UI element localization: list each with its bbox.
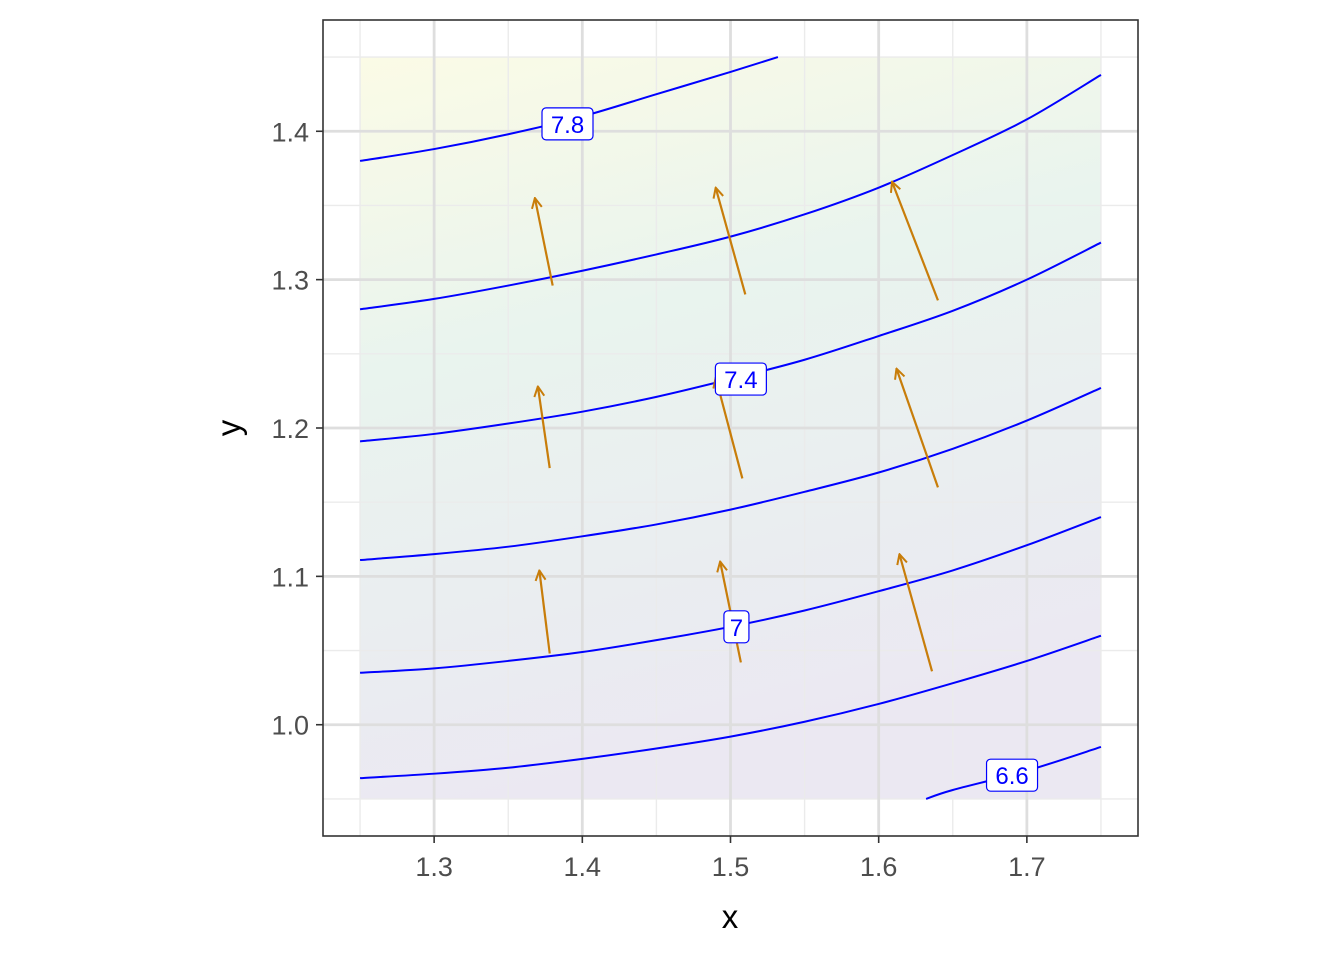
y-tick-label: 1.0 [271, 711, 309, 741]
contour-label-text: 7 [730, 615, 743, 642]
y-axis-ticks: 1.0 1.1 1.2 1.3 1.4 [271, 117, 323, 741]
contour-label: 7.4 [714, 362, 767, 396]
contour-labels: 7.8 7.4 7 6.6 [541, 107, 1039, 792]
contour-label-box [723, 610, 750, 644]
gradient-arrow [892, 182, 939, 301]
x-tick-label: 1.3 [415, 852, 453, 882]
contour-label-text: 6.6 [995, 763, 1028, 790]
contour-label: 6.6 [985, 758, 1039, 792]
contour-label-text: 7.4 [724, 367, 757, 394]
x-axis-ticks: 1.3 1.4 1.5 1.6 1.7 [415, 836, 1046, 882]
y-tick-label: 1.4 [271, 117, 309, 147]
y-tick-label: 1.1 [271, 562, 309, 592]
gradient-arrow [538, 386, 551, 469]
x-tick-label: 1.6 [860, 852, 898, 882]
contour-line-7-2 [359, 387, 1102, 562]
x-tick-label: 1.5 [712, 852, 750, 882]
major-grid [323, 20, 1138, 836]
gradient-arrow [535, 198, 554, 286]
contour-label-text: 7.8 [551, 112, 584, 139]
y-axis-title: y [210, 419, 247, 436]
contour-label-box [714, 362, 767, 396]
contour-line-7-6 [359, 74, 1102, 311]
gradient-arrow [539, 570, 551, 654]
y-tick-label: 1.2 [271, 414, 309, 444]
x-axis-title: x [722, 898, 739, 935]
gradient-arrow [899, 554, 934, 672]
contour-line-6-8 [359, 634, 1102, 780]
contour-label: 7.8 [541, 107, 594, 141]
contour-label-box [541, 107, 594, 141]
x-tick-label: 1.4 [564, 852, 602, 882]
gradient-arrow [716, 188, 747, 295]
contour-label: 7 [723, 610, 750, 644]
y-tick-label: 1.3 [271, 266, 309, 296]
gradient-arrow [896, 369, 939, 488]
gradient-arrows [535, 182, 939, 672]
x-tick-label: 1.7 [1008, 852, 1046, 882]
contour-label-box [985, 758, 1039, 792]
